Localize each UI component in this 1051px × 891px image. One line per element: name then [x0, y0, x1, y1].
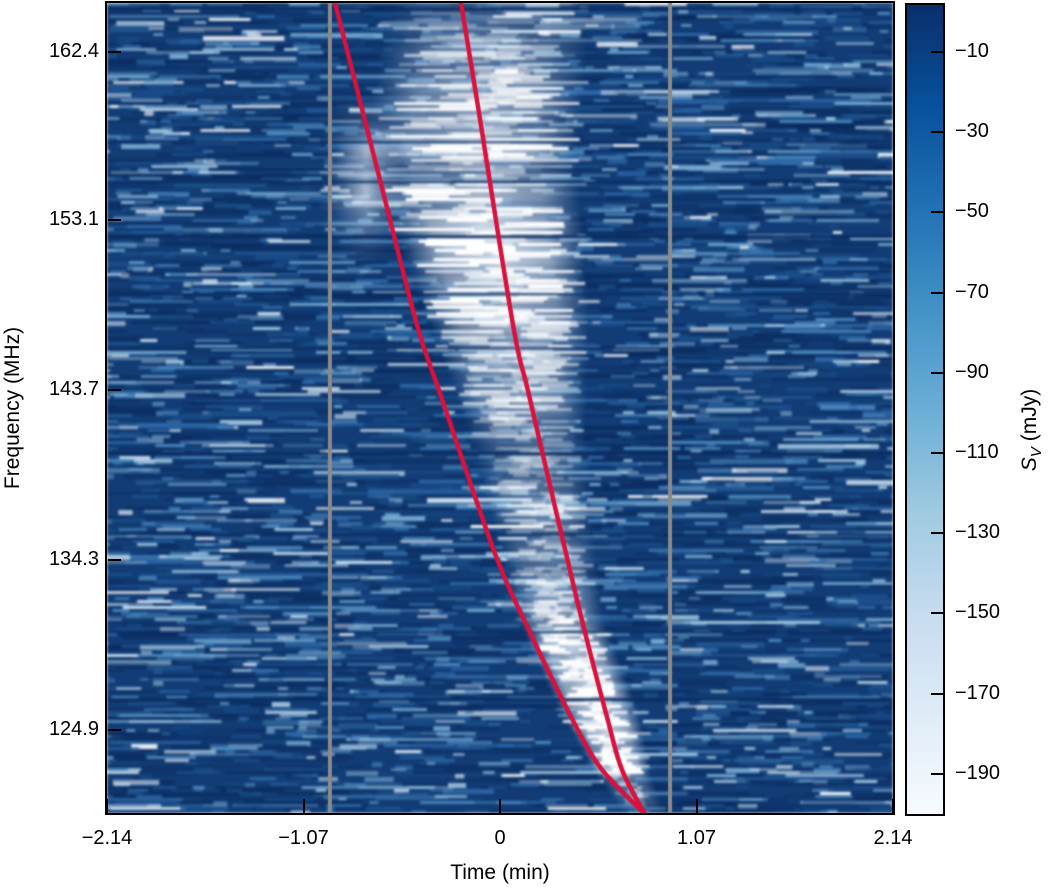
x-axis-tick	[892, 799, 894, 813]
y-axis-tick	[108, 50, 121, 53]
y-axis-tick	[108, 218, 121, 221]
y-axis-tick-label: 162.4	[48, 39, 99, 62]
colorbar-symbol: S	[1018, 457, 1041, 472]
dynamic-spectrum-heatmap	[107, 3, 893, 813]
colorbar-tick	[931, 532, 943, 535]
colorbar-tick-label: −70	[955, 280, 989, 303]
x-axis-tick	[302, 799, 305, 813]
colorbar-tick-label: −10	[955, 39, 989, 62]
x-axis-tick-label: −2.14	[81, 827, 133, 849]
colorbar-tick-label: −50	[955, 200, 989, 223]
colorbar-tick-label: −170	[955, 681, 1001, 704]
colorbar-tick-label: −110	[955, 441, 999, 464]
y-axis-tick-label: 143.7	[48, 377, 99, 400]
y-axis-tick	[108, 728, 121, 731]
colorbar-tick	[931, 371, 943, 374]
colorbar-symbol-subscript: V	[1028, 447, 1046, 458]
colorbar-tick-label: −150	[955, 601, 1001, 624]
x-axis-title: Time (min)	[450, 861, 550, 884]
colorbar-gradient	[905, 3, 945, 816]
y-axis-tick	[108, 388, 121, 391]
colorbar-tick	[931, 131, 943, 134]
colorbar-tick-label: −130	[955, 521, 1001, 544]
y-axis-tick-label: 134.3	[48, 547, 99, 570]
x-axis-tick-label: −1.07	[278, 827, 329, 849]
x-axis-tick	[695, 799, 698, 813]
y-axis-tick-label: 153.1	[48, 207, 99, 230]
x-axis-tick	[106, 799, 108, 813]
x-axis-tick-label: 1.07	[677, 827, 716, 849]
colorbar-tick-label: −190	[955, 761, 1001, 784]
colorbar-tick	[931, 772, 943, 775]
colorbar-tick-label: −90	[955, 360, 989, 383]
colorbar-tick	[931, 211, 943, 214]
colorbar-axis-title: SV (mJy)	[1018, 330, 1046, 530]
y-axis-tick	[108, 558, 121, 561]
colorbar-tick	[931, 452, 943, 455]
x-axis-tick-label: 0	[494, 827, 506, 849]
colorbar-tick	[931, 692, 943, 695]
x-axis-tick-label: 2.14	[873, 827, 913, 849]
colorbar-tick-label: −30	[955, 120, 989, 143]
colorbar-unit: (mJy)	[1018, 388, 1041, 448]
colorbar-tick	[931, 50, 943, 53]
x-axis-tick	[499, 799, 501, 813]
colorbar-tick	[931, 612, 943, 615]
y-axis-tick-label: 124.9	[48, 717, 99, 740]
y-axis-title: Frequency (MHz)	[1, 326, 24, 490]
colorbar-tick	[931, 291, 943, 294]
